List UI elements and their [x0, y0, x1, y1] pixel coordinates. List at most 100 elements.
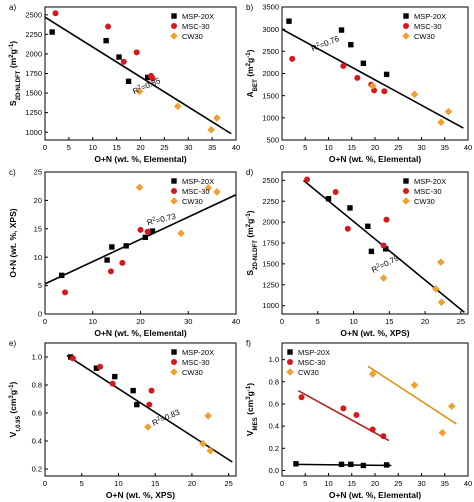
data-point-diamond: [410, 381, 419, 389]
data-point-diamond: [402, 197, 410, 205]
data-point-diamond: [447, 402, 456, 410]
data-point-diamond: [444, 107, 453, 116]
y-tick-label: 1250: [25, 108, 42, 117]
data-point-circle: [304, 176, 311, 183]
y-tick-label: 1500: [25, 89, 42, 98]
label-segment: g: [8, 49, 18, 54]
x-tick-label: 20: [371, 479, 379, 488]
legend-entry-label: MSP-20X: [182, 348, 214, 357]
data-point-diamond: [135, 183, 144, 192]
data-point-diamond: [213, 188, 221, 196]
data-point-square: [403, 178, 409, 184]
data-point-square: [348, 41, 354, 48]
x-tick-label: 35: [441, 143, 449, 152]
data-point-diamond: [379, 274, 388, 282]
x-tick-label: 40: [464, 143, 472, 152]
x-tick-label: 35: [208, 143, 216, 152]
y-tick-label: 0.0: [269, 466, 279, 475]
x-tick-label: 5: [303, 479, 307, 488]
data-point-circle: [403, 188, 409, 194]
data-point-square: [368, 248, 375, 255]
y-tick-label: 0.2: [32, 465, 42, 474]
data-point-circle: [403, 23, 409, 29]
y-tick-label: 1000: [262, 113, 279, 122]
legend-entry-label: MSP-20X: [414, 177, 446, 186]
legend-entry-label: MSC-30: [414, 22, 442, 31]
x-tick-label: 15: [112, 143, 120, 152]
label-segment: t,0.95: [15, 415, 22, 431]
data-point-square: [142, 234, 148, 241]
data-point-circle: [97, 363, 104, 370]
x-tick-label: 10: [89, 143, 97, 152]
data-point-square: [403, 13, 409, 19]
label-segment: g: [245, 391, 255, 396]
chart-panel-a: 0 5 10 15 20 25 30 35 40100012501500175020002250…: [8, 3, 241, 164]
x-tick-label: 10: [114, 479, 122, 488]
x-tick-label: 15: [348, 479, 356, 488]
chart-panel-e: 0 5 10 15 20 25 0.2 0.4 0.6 0.8 1.0 O+N (wt. %, XPS…: [8, 339, 237, 500]
y-tick-label: 0.2: [269, 444, 279, 453]
x-tick-label: 15: [385, 317, 393, 326]
legend-entry-label: CW30: [182, 32, 203, 41]
y-tick-label: 2250: [262, 197, 279, 206]
y-tick-label: 20: [34, 196, 42, 205]
data-point-diamond: [170, 32, 178, 40]
label-segment: S: [8, 100, 18, 106]
plot-frame: [44, 342, 237, 477]
data-point-diamond: [432, 285, 440, 293]
fit-line: [281, 28, 464, 129]
panel-label: a): [9, 3, 16, 12]
y-tick-label: 2000: [262, 69, 279, 78]
y-axis-label: S2D-NLDFT (m2g-1): [8, 41, 22, 106]
y-axis-label: S2D-NLDFT (m2g-1): [245, 210, 259, 275]
data-point-square: [123, 243, 129, 249]
legend-entry-label: MSP-20X: [414, 12, 446, 21]
data-point-square: [286, 18, 292, 24]
chart-panel-d: 0 5 10 15 20 25 1000 1250 1500 1750 2000 2250 2500 O+…: [245, 168, 469, 338]
label-segment: S: [245, 270, 255, 276]
y-tick-label: 1000: [262, 301, 279, 310]
y-tick-label: 25: [34, 168, 42, 177]
label-segment: BET: [252, 79, 259, 91]
label-segment: 2D-NLDFT: [252, 240, 259, 270]
y-tick-label: 0.8: [32, 381, 42, 390]
label-segment: (m: [8, 57, 18, 70]
data-point-square: [383, 71, 390, 78]
data-point-diamond: [207, 126, 215, 134]
data-point-circle: [171, 359, 177, 365]
data-point-circle: [133, 49, 140, 56]
label-segment: -1: [245, 52, 252, 58]
panel-label: b): [246, 3, 253, 12]
y-tick-label: 2000: [25, 50, 42, 59]
label-segment: 2: [152, 216, 156, 223]
data-point-circle: [109, 380, 116, 387]
label-segment: R: [370, 264, 379, 275]
data-point-square: [325, 196, 332, 202]
y-tick-label: 0: [38, 310, 42, 319]
label-segment: V: [245, 430, 255, 436]
label-segment: ): [8, 41, 18, 44]
data-point-circle: [148, 387, 155, 394]
data-point-circle: [107, 268, 114, 275]
data-point-circle: [332, 189, 339, 196]
x-tick-label: 0: [280, 143, 284, 152]
data-point-circle: [340, 405, 347, 412]
legend-entry-label: MSC-30: [414, 187, 442, 196]
legend-entry-label: CW30: [298, 368, 319, 377]
x-tick-label: 0: [280, 317, 284, 326]
data-point-square: [338, 461, 345, 468]
y-tick-label: 0.4: [32, 437, 42, 446]
data-point-circle: [149, 75, 156, 82]
data-point-circle: [354, 74, 361, 81]
label-segment: =0.79: [378, 253, 401, 270]
y-axis-label: Vt,0.95 (cm3g-1): [8, 382, 22, 438]
x-tick-label: 30: [417, 479, 425, 488]
y-tick-label: 2500: [25, 10, 42, 19]
label-segment: 2: [375, 263, 381, 270]
y-tick-label: 0.6: [269, 400, 279, 409]
x-axis-label: O+N (wt. %, XPS): [340, 328, 409, 338]
x-tick-label: 10: [89, 317, 97, 326]
legend-entry-label: MSC-30: [298, 358, 326, 367]
data-point-diamond: [437, 118, 445, 127]
